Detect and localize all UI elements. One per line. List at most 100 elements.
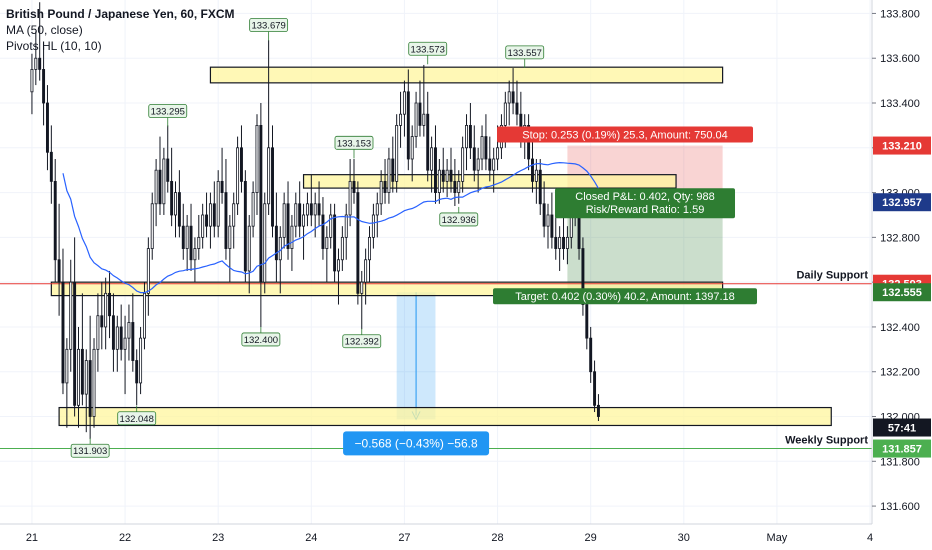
candle-body bbox=[511, 91, 515, 104]
candle-body bbox=[484, 136, 488, 160]
candle-body bbox=[596, 404, 600, 417]
candle-body bbox=[88, 360, 92, 417]
candle-body bbox=[228, 225, 232, 249]
candle-body bbox=[146, 248, 150, 294]
candle-body bbox=[434, 147, 437, 193]
pivot-label-box bbox=[342, 334, 382, 349]
candle-body bbox=[589, 337, 593, 373]
candle-body bbox=[480, 136, 484, 160]
candle-body bbox=[371, 214, 375, 238]
candle-body bbox=[84, 360, 88, 395]
price-tick-label: 131.600 bbox=[880, 501, 920, 513]
candle-body bbox=[111, 315, 115, 350]
candle-body bbox=[465, 125, 468, 149]
measure-label-bg[interactable] bbox=[343, 431, 490, 456]
candle-body bbox=[356, 192, 360, 294]
candle-body bbox=[65, 348, 69, 384]
candle-body bbox=[259, 125, 263, 283]
candle-body bbox=[383, 180, 387, 193]
candle-body bbox=[538, 169, 542, 205]
ma-indicator-label[interactable]: MA (50, close) bbox=[6, 23, 83, 37]
candle-body bbox=[216, 180, 220, 227]
candle-body bbox=[100, 315, 104, 328]
pivot-label-box bbox=[505, 45, 545, 60]
position-info-bg[interactable] bbox=[555, 188, 736, 219]
time-tick-label: 24 bbox=[305, 532, 317, 544]
candle-body bbox=[181, 225, 185, 249]
candle-body bbox=[154, 169, 158, 205]
pivots-indicator-label[interactable]: Pivots HL (10, 10) bbox=[6, 39, 102, 53]
candle-body bbox=[240, 147, 243, 182]
candle-body bbox=[294, 203, 298, 227]
candle-body bbox=[333, 214, 337, 272]
candle-body bbox=[426, 113, 430, 171]
candle-body bbox=[205, 214, 209, 227]
time-tick-label: 23 bbox=[212, 532, 224, 544]
measure-label: −0.568 (−0.43%) −56.8 bbox=[355, 436, 478, 450]
candle-body bbox=[77, 348, 80, 406]
candle-body bbox=[461, 147, 465, 182]
candle-body bbox=[69, 281, 73, 350]
candle-body bbox=[80, 348, 84, 395]
target-label-bg[interactable] bbox=[493, 288, 758, 305]
candle-body bbox=[302, 214, 306, 227]
candle-body bbox=[150, 203, 154, 249]
candle-body bbox=[38, 57, 42, 70]
candle-body bbox=[208, 203, 212, 227]
sr-zone-rect[interactable] bbox=[209, 66, 724, 84]
ma-line[interactable] bbox=[62, 161, 599, 294]
candle-body bbox=[61, 281, 65, 384]
time-tick-label: 29 bbox=[585, 532, 597, 544]
price-badge-label: 132.957 bbox=[882, 197, 922, 209]
weekly-support-label: Weekly Support bbox=[785, 435, 868, 447]
price-badge-bg bbox=[873, 439, 931, 458]
price-tick-label: 133.400 bbox=[880, 98, 920, 110]
candle-body bbox=[53, 180, 57, 261]
candle-body bbox=[193, 248, 197, 261]
candle-body bbox=[42, 69, 46, 104]
pivot-label-box bbox=[334, 135, 374, 150]
candle-body bbox=[139, 337, 143, 384]
price-badge-label: 132.555 bbox=[882, 287, 922, 299]
candle-body bbox=[410, 136, 414, 160]
candle-body bbox=[123, 337, 127, 350]
candle-body bbox=[379, 180, 383, 205]
price-badge-bg bbox=[873, 193, 931, 212]
candle-body bbox=[430, 147, 434, 171]
candle-body bbox=[453, 180, 457, 193]
sr-zone-rect[interactable] bbox=[58, 406, 832, 427]
candle-body bbox=[108, 292, 112, 317]
candle-body bbox=[402, 91, 406, 115]
candle-body bbox=[57, 259, 61, 283]
time-tick-label: 30 bbox=[678, 532, 690, 544]
candle-body bbox=[337, 259, 340, 272]
candle-body bbox=[496, 147, 500, 160]
candle-body bbox=[554, 236, 558, 249]
candle-body bbox=[290, 225, 294, 249]
candle-body bbox=[263, 203, 267, 283]
candle-body bbox=[399, 113, 403, 126]
candle-body bbox=[348, 180, 352, 216]
symbol-title: British Pound / Japanese Yen, 60, FXCM bbox=[6, 7, 235, 21]
candle-body bbox=[449, 169, 453, 182]
candle-body bbox=[352, 180, 356, 193]
stop-label-bg[interactable] bbox=[497, 126, 754, 143]
price-badge-label: 57:41 bbox=[888, 423, 916, 435]
candle-body bbox=[531, 158, 534, 182]
candle-body bbox=[395, 125, 399, 182]
pivot-label: 133.153 bbox=[337, 138, 371, 149]
candle-body bbox=[558, 236, 562, 249]
daily-support-label: Daily Support bbox=[796, 270, 868, 282]
pivot-label-box bbox=[408, 41, 448, 56]
candle-body bbox=[220, 180, 224, 193]
candle-body bbox=[162, 158, 166, 205]
candle-body bbox=[232, 203, 236, 227]
candle-body bbox=[271, 147, 274, 227]
candle-body bbox=[189, 225, 193, 261]
candle-body bbox=[305, 203, 309, 216]
candle-body bbox=[325, 236, 329, 249]
pivot-label: 133.679 bbox=[251, 21, 285, 32]
price-tick-label: 132.200 bbox=[880, 367, 920, 379]
pivot-label-box bbox=[117, 411, 157, 426]
